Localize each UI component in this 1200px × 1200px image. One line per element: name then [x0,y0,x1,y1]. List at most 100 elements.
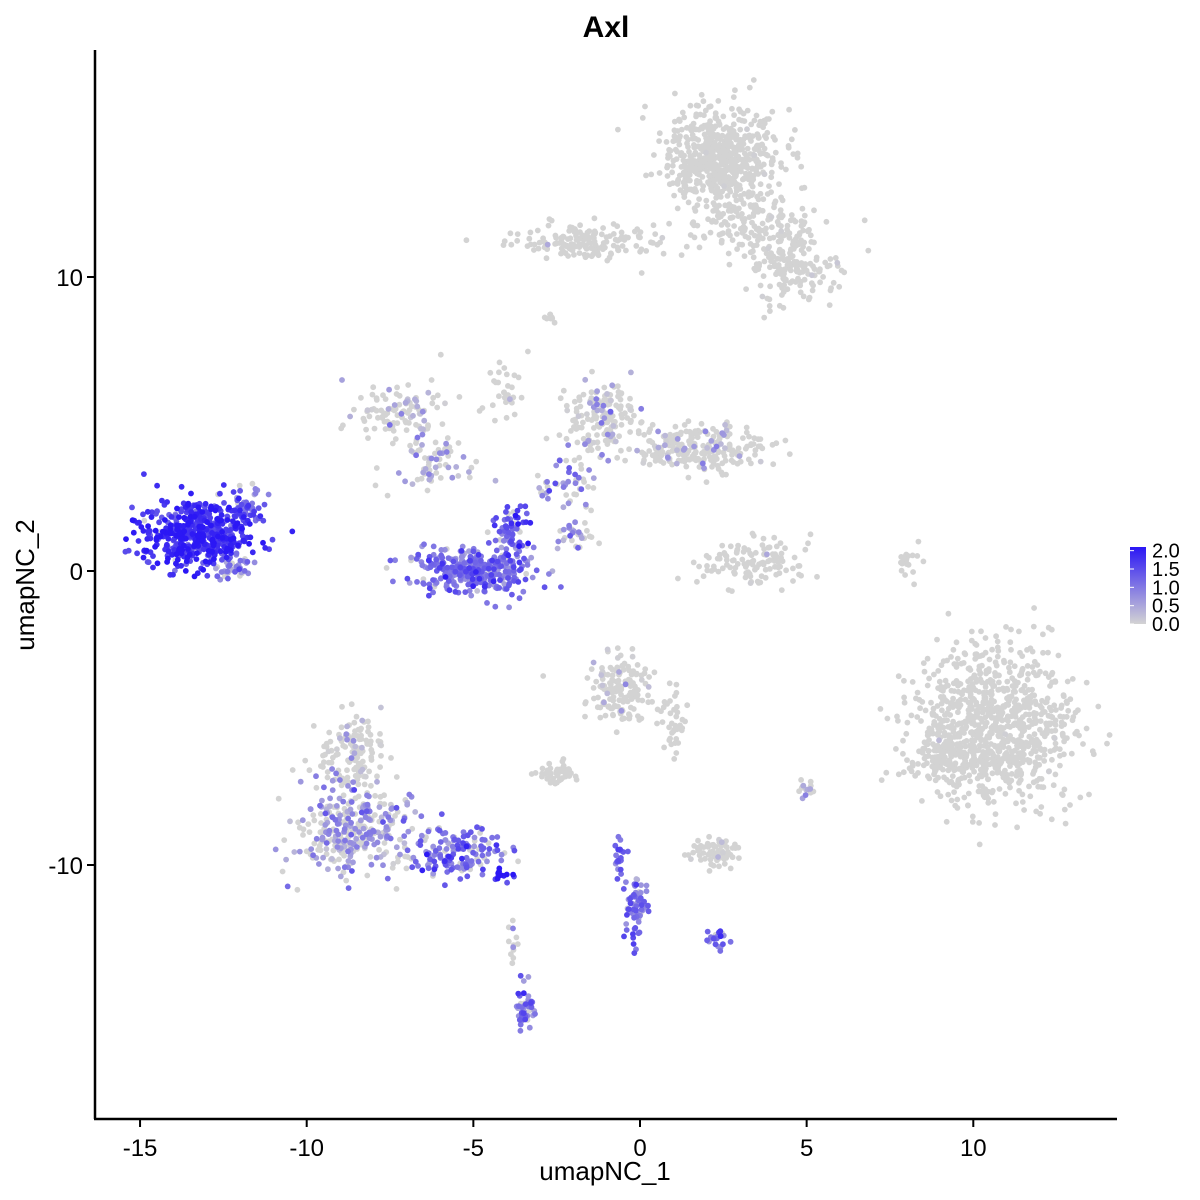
data-point [603,234,610,241]
data-point [983,719,990,726]
data-point [826,302,833,308]
data-point [1000,744,1007,750]
data-point [329,777,336,784]
data-point [1074,728,1080,735]
data-point [374,778,380,785]
data-point [135,538,142,544]
data-point [1002,767,1008,774]
data-point [711,169,718,176]
data-point [685,474,692,481]
data-point [310,852,316,859]
data-point [748,441,754,447]
data-point [1077,794,1084,801]
data-point [708,147,715,153]
data-point [1039,730,1046,737]
data-point [716,121,723,128]
data-point [690,559,697,566]
data-point [156,519,163,526]
data-point [746,84,753,91]
data-point [1061,721,1068,728]
data-point [176,514,182,520]
data-point [406,407,413,413]
data-point [992,659,999,666]
data-point [610,231,617,237]
data-point [479,836,486,843]
data-point [349,811,356,817]
data-point [723,427,730,434]
data-point [751,265,758,272]
data-point [426,585,433,592]
data-point [708,182,714,189]
data-point [563,492,570,498]
data-point [1024,757,1031,763]
data-point [565,253,571,259]
data-point [302,757,309,764]
data-point [955,698,962,705]
data-point [347,413,353,420]
data-point [1038,705,1045,711]
data-point [792,218,799,225]
data-point [526,1024,533,1031]
data-point [1008,626,1014,633]
data-point [692,450,699,457]
data-point [676,141,683,148]
data-point [995,743,1002,749]
data-point [420,581,427,587]
data-point [683,428,690,435]
data-point [772,149,779,156]
data-point [794,267,801,274]
data-point [981,737,988,743]
data-point [807,531,814,538]
data-point [318,763,324,769]
data-point [443,440,449,447]
data-point [1044,722,1050,729]
data-point [976,820,982,826]
data-point [674,205,681,212]
data-point [1012,713,1019,720]
data-point [384,492,391,499]
data-point [985,711,992,717]
data-point [770,234,777,241]
data-point [911,581,917,588]
data-point [701,456,707,462]
data-point [604,401,611,408]
data-point [593,415,599,422]
data-point [496,528,503,535]
data-point [654,720,660,727]
data-point [945,610,952,617]
data-point [337,735,343,742]
data-point [374,773,380,780]
data-point [761,120,768,127]
data-point [1064,735,1070,741]
data-point [806,246,812,252]
data-point [778,211,784,218]
data-point [224,568,231,575]
data-point [673,689,680,696]
data-point [937,793,944,800]
data-point [390,578,396,585]
data-point [262,545,269,551]
data-point [363,840,370,847]
data-point [564,768,571,774]
data-point [284,883,291,890]
data-point [900,750,906,757]
data-point [334,844,341,850]
data-point [680,157,687,164]
data-point [323,744,330,750]
data-point [454,864,461,870]
data-point [1037,718,1044,724]
data-point [582,441,588,447]
data-point [994,653,1001,660]
data-point [326,729,333,736]
data-point [608,705,614,712]
data-point [1005,717,1011,724]
data-point [584,675,591,681]
data-point [566,465,573,471]
data-point [729,854,736,861]
data-point [954,796,961,803]
data-point [767,566,773,572]
data-point [988,748,994,755]
data-point [792,236,799,243]
data-point [591,425,597,431]
data-point [695,137,702,143]
